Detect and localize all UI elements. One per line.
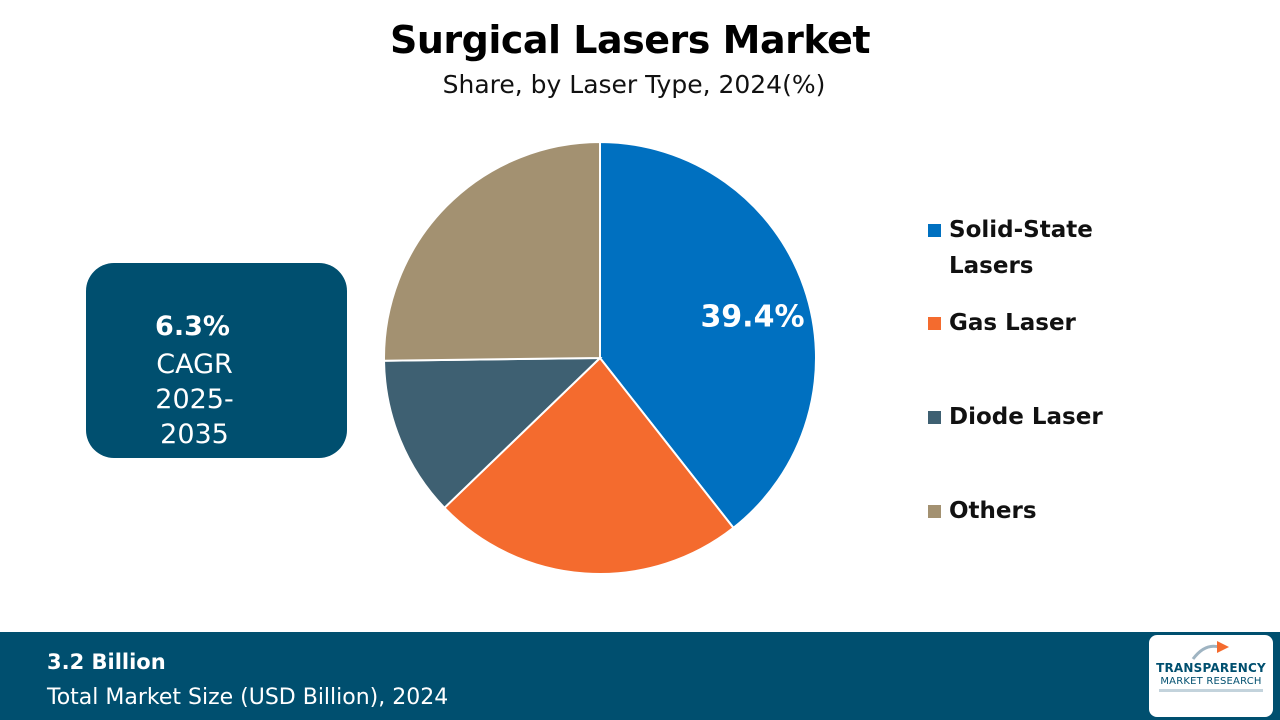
- market-size-value: 3.2 Billion: [47, 650, 166, 674]
- logo-text-line1: TRANSPARENCY: [1156, 661, 1266, 675]
- cagr-label-line2: 2025-: [155, 384, 234, 415]
- cagr-label-line1: CAGR: [156, 349, 233, 380]
- market-size-label: Total Market Size (USD Billion), 2024: [47, 685, 449, 710]
- legend-label-solid-state: Solid-State Lasers: [949, 212, 1149, 284]
- legend-label-others: Others: [949, 498, 1037, 524]
- logo-text-line2: MARKET RESEARCH: [1160, 676, 1262, 687]
- pie-chart: 39.4%: [383, 140, 817, 575]
- legend-swatch-others: [928, 505, 941, 518]
- pie-slice-others: [383, 140, 601, 362]
- footer-bar: 3.2 Billion Total Market Size (USD Billi…: [0, 632, 1280, 720]
- legend-label-solid-state-line1: Solid-State: [949, 217, 1093, 243]
- chart-title: Surgical Lasers Market: [389, 18, 871, 62]
- legend-label-solid-state-line2: Lasers: [949, 253, 1034, 279]
- legend-label-diode: Diode Laser: [949, 404, 1103, 430]
- legend-swatch-diode: [928, 411, 941, 424]
- pie-slice-solid-state-lasers: [599, 140, 817, 530]
- cagr-box: 6.3% CAGR 2025- 2035: [86, 263, 347, 458]
- legend-label-gas: Gas Laser: [949, 310, 1076, 336]
- cagr-label: CAGR 2025- 2035: [64, 347, 325, 452]
- logo-arrow-icon: [1191, 641, 1229, 660]
- cagr-value: 6.3%: [155, 311, 230, 342]
- pie-slice-gas-laser: [442, 356, 735, 575]
- legend-swatch-solid-state: [928, 224, 941, 237]
- pie-slice-diode-laser: [383, 356, 603, 510]
- logo-tagline: [1159, 689, 1263, 692]
- chart-subtitle: Share, by Laser Type, 2024(%): [442, 70, 826, 99]
- company-logo: TRANSPARENCY MARKET RESEARCH: [1149, 635, 1273, 717]
- legend-swatch-gas: [928, 317, 941, 330]
- pie-data-label: 39.4%: [700, 300, 804, 335]
- cagr-label-line3: 2035: [160, 419, 229, 450]
